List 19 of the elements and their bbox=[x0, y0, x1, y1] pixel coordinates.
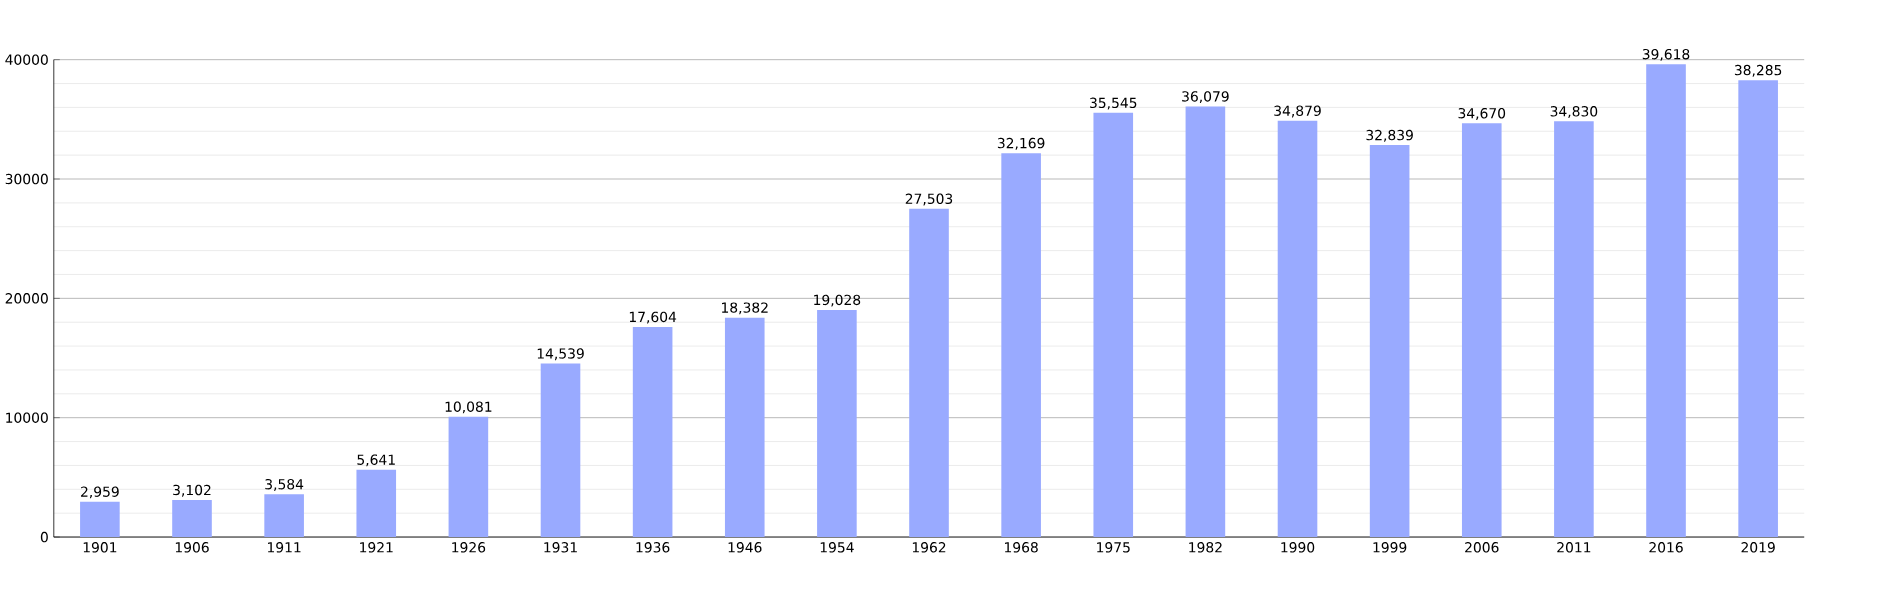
bar bbox=[264, 493, 304, 537]
bar bbox=[1369, 144, 1410, 537]
bar bbox=[909, 208, 949, 537]
bar bbox=[80, 501, 120, 537]
bar bbox=[817, 309, 857, 537]
bar bbox=[1277, 120, 1318, 537]
bar bbox=[1738, 79, 1778, 537]
bar bbox=[1185, 106, 1226, 537]
bar bbox=[1554, 121, 1594, 537]
bar bbox=[1093, 112, 1134, 537]
bar bbox=[724, 317, 765, 537]
bar bbox=[1001, 152, 1041, 537]
bar bbox=[1461, 122, 1502, 537]
bar bbox=[632, 326, 673, 537]
bar bbox=[1646, 63, 1686, 537]
bar bbox=[172, 499, 212, 537]
bar bbox=[356, 469, 397, 537]
bar bbox=[540, 363, 581, 537]
bar bbox=[448, 416, 489, 537]
